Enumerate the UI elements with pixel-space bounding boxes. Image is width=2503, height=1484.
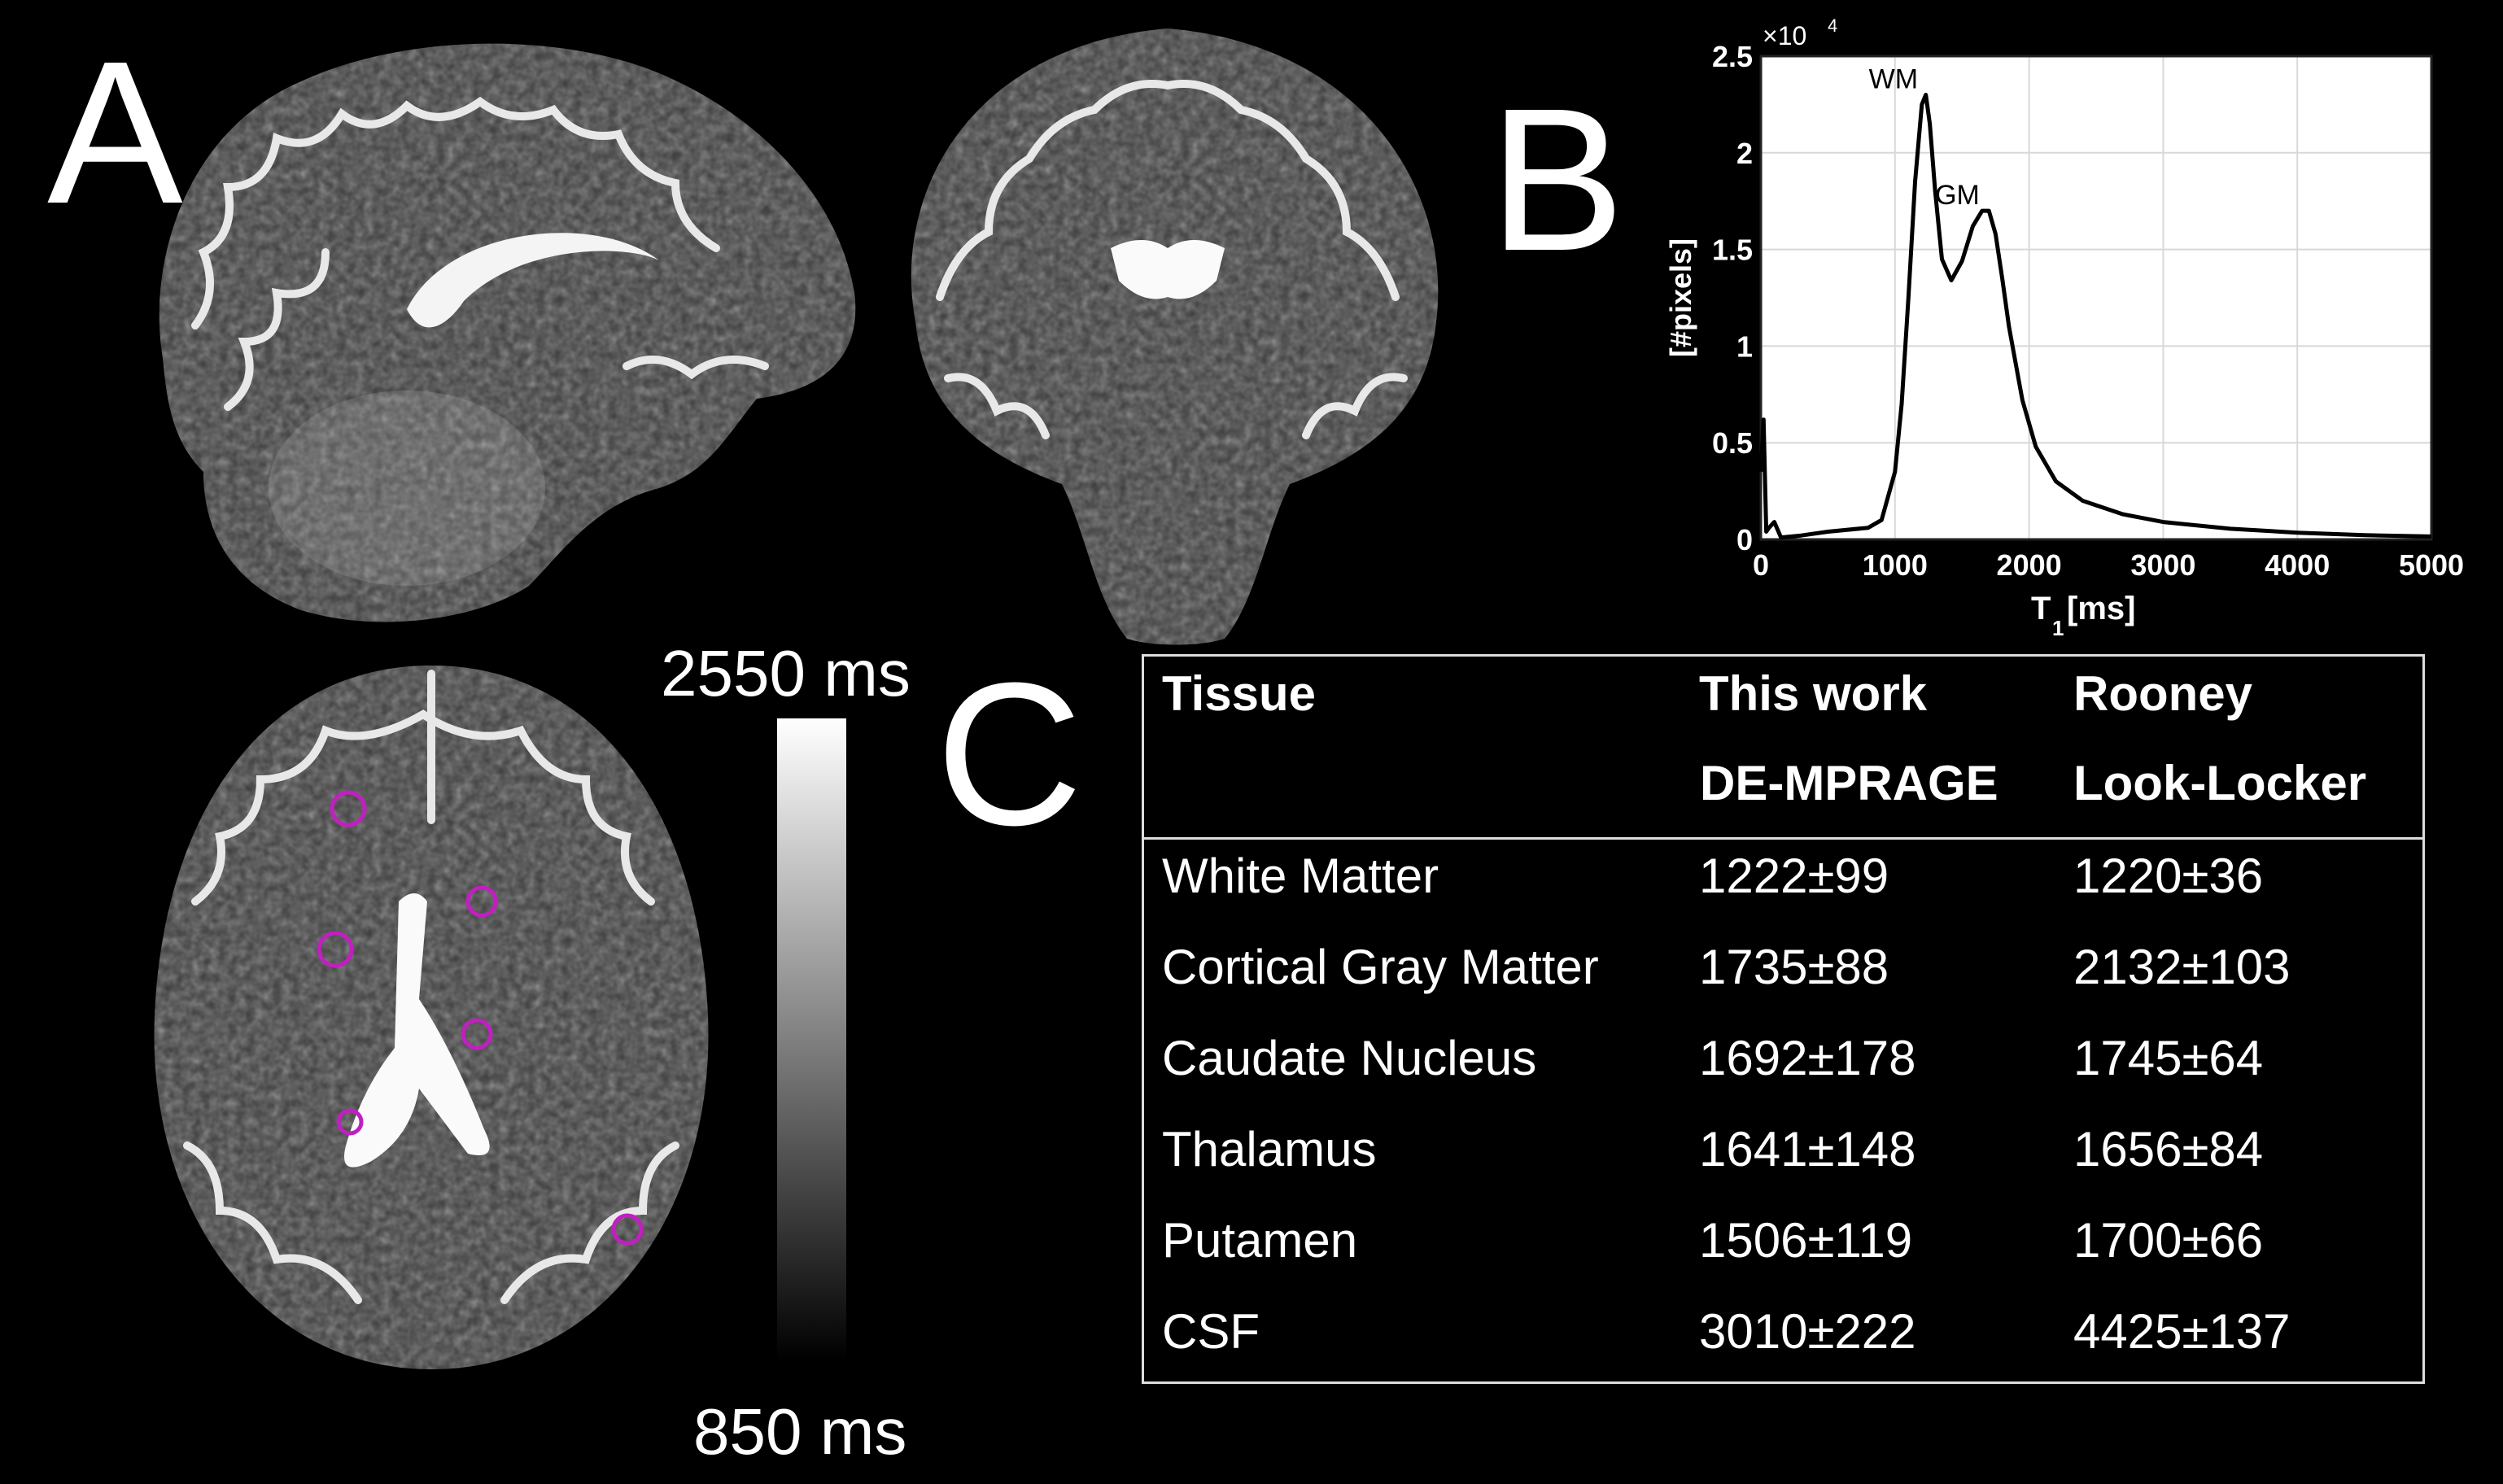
- axial-t1-map: [154, 666, 709, 1369]
- colorbar-max-label: 2550 ms: [661, 637, 911, 709]
- axial-gyri: [183, 670, 679, 1304]
- coronal-gyri: [936, 80, 1408, 439]
- x-axis-label-subscript: 1: [2052, 616, 2064, 640]
- sagittal-t1-map: [159, 43, 856, 622]
- y-tick-label: 1: [1736, 330, 1753, 363]
- y-tick-label: 2: [1736, 137, 1753, 170]
- y-tick-label: 1.5: [1712, 234, 1753, 267]
- tissue-name-cell: Caudate Nucleus: [1162, 1031, 1537, 1085]
- rooney-value-cell: 1656±84: [2073, 1122, 2264, 1176]
- sagittal-gyri: [191, 96, 769, 411]
- y-multiplier: ×10: [1763, 21, 1806, 50]
- this-work-value-cell: 1692±178: [1699, 1031, 1916, 1085]
- roi-markers: [317, 790, 644, 1246]
- this-work-value-cell: 1735±88: [1699, 940, 1889, 994]
- lateral-ventricles: [1111, 240, 1225, 299]
- header-tissue: Tissue: [1162, 666, 1316, 721]
- tissue-name-cell: Thalamus: [1162, 1122, 1377, 1176]
- x-tick-label: 0: [1753, 548, 1769, 582]
- y-tick-label: 2.5: [1712, 40, 1753, 73]
- header-divider: [1144, 837, 2422, 840]
- this-work-value-cell: 3010±222: [1699, 1304, 1916, 1359]
- rooney-value-cell: 1220±36: [2073, 849, 2264, 903]
- peak-annotation-wm: WM: [1869, 64, 1918, 95]
- plot-area: [1761, 56, 2431, 539]
- x-tick-label: 1000: [1863, 548, 1928, 582]
- x-axis-label: T: [2031, 591, 2051, 626]
- this-work-value-cell: 1222±99: [1699, 849, 1889, 903]
- tissue-name-cell: Cortical Gray Matter: [1162, 940, 1599, 994]
- this-work-value-cell: 1506±119: [1699, 1213, 1913, 1268]
- rooney-value-cell: 2132±103: [2073, 940, 2291, 994]
- roi-circle: [465, 885, 498, 918]
- colorbar-min-label: 850 ms: [693, 1395, 907, 1468]
- roi-circle: [317, 931, 354, 968]
- corpus-callosum: [407, 233, 659, 328]
- y-tick-label: 0: [1736, 523, 1753, 556]
- rooney-value-cell: 1700±66: [2073, 1213, 2264, 1268]
- colorbar: [777, 718, 846, 1361]
- x-tick-label: 4000: [2265, 548, 2330, 582]
- panel-label-c: C: [936, 640, 1083, 867]
- tissue-name-cell: White Matter: [1162, 849, 1439, 903]
- plot-frame: [1759, 55, 2433, 541]
- panel-label-a: A: [47, 19, 183, 246]
- header-rooney-method: Look-Locker: [2073, 756, 2367, 810]
- roi-circle: [330, 790, 367, 827]
- t1-values-table: Tissue This work DE-MPRAGE Rooney Look-L…: [1142, 654, 2425, 1384]
- panel-label-b: B: [1489, 66, 1625, 293]
- roi-circle: [611, 1213, 644, 1246]
- rooney-value-cell: 4425±137: [2073, 1304, 2291, 1359]
- x-tick-label: 3000: [2130, 548, 2195, 582]
- tissue-name-cell: Putamen: [1162, 1213, 1358, 1268]
- tissue-name-cell: CSF: [1162, 1304, 1260, 1359]
- x-tick-label: 2000: [1997, 548, 2062, 582]
- rooney-value-cell: 1745±64: [2073, 1031, 2264, 1085]
- coronal-t1-map: [911, 28, 1439, 645]
- x-tick-label: 5000: [2399, 548, 2464, 582]
- roi-circle: [461, 1018, 493, 1050]
- this-work-value-cell: 1641±148: [1699, 1122, 1916, 1176]
- peak-annotation-gm: GM: [1935, 180, 1980, 211]
- y-axis-label: [#pixels]: [1664, 238, 1697, 357]
- header-this-work: This work: [1699, 666, 1928, 721]
- x-axis-label-unit: [ms]: [2067, 591, 2135, 626]
- y-tick-label: 0.5: [1712, 426, 1753, 460]
- axial-ventricles: [344, 893, 490, 1168]
- y-multiplier-exponent: 4: [1828, 15, 1837, 36]
- t1-histogram-chart: 0 1000 2000 3000 4000 5000 0 0.5 1 1.5 2 2.5 ×10 4 [#p…: [1664, 15, 2464, 640]
- roi-circle: [336, 1108, 364, 1136]
- histogram-line: [1758, 93, 2432, 540]
- header-this-work-method: DE-MPRAGE: [1700, 756, 1998, 810]
- header-rooney: Rooney: [2073, 666, 2253, 721]
